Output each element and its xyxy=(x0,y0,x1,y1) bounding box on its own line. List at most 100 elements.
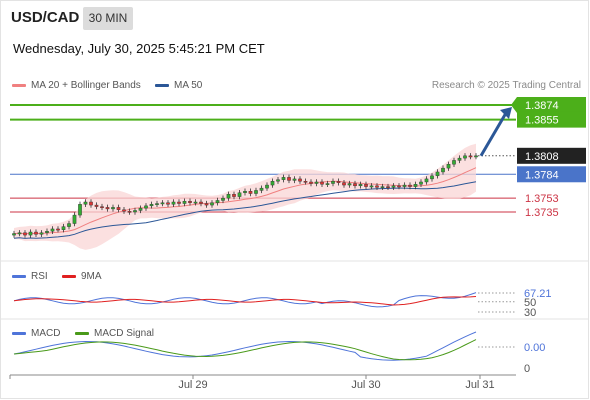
forecast-arrow-head xyxy=(500,107,512,119)
level-label-1.3753: 1.3753 xyxy=(525,193,559,205)
candle-body xyxy=(45,231,49,233)
candle-body xyxy=(419,181,423,185)
candle-body xyxy=(314,181,319,184)
candle-body xyxy=(342,182,346,186)
level-tag-1.3784 xyxy=(517,166,586,183)
candle-body xyxy=(226,194,231,199)
candle-body xyxy=(397,185,401,188)
candle-body xyxy=(171,201,176,205)
candle-body xyxy=(435,171,440,177)
candle-body xyxy=(281,177,286,180)
candle-body xyxy=(276,179,280,182)
candle-body xyxy=(265,184,269,189)
candle-body xyxy=(188,201,192,203)
macd-signal-swatch xyxy=(75,331,89,335)
candle-body xyxy=(375,185,379,188)
candle-body xyxy=(204,203,209,206)
rsi-level-label-67.21: 67.21 xyxy=(524,288,552,300)
level-tag-1.3855 xyxy=(517,111,586,128)
research-source: Research © 2025 Trading Central xyxy=(431,80,581,91)
ma20-swatch xyxy=(12,83,26,87)
last-price-label: 1.3808 xyxy=(525,151,559,163)
candle-body xyxy=(116,207,121,210)
candle-body xyxy=(89,201,93,206)
candle-body xyxy=(468,155,473,158)
candle-body xyxy=(270,181,275,186)
rsi-legend-label: RSI xyxy=(31,271,48,282)
candle-body xyxy=(39,232,44,235)
candle-body xyxy=(160,202,165,205)
ma20-legend-label: MA 20 + Bollinger Bands xyxy=(31,80,141,91)
candle-body xyxy=(259,187,264,191)
rsi-9ma-line xyxy=(13,296,477,306)
candle-body xyxy=(364,184,368,187)
candle-body xyxy=(243,191,247,193)
candle-body xyxy=(446,164,451,169)
candle-body xyxy=(199,201,203,204)
bollinger-band xyxy=(14,143,476,250)
candle-body xyxy=(287,177,291,181)
candle-body xyxy=(386,186,390,188)
candle-body xyxy=(325,183,330,185)
candle-body xyxy=(138,207,143,211)
candle-body xyxy=(61,226,66,230)
macd-legend-label: MACD xyxy=(31,328,61,339)
candle-body xyxy=(94,204,99,207)
candle-body xyxy=(463,155,467,159)
candle-body xyxy=(303,181,308,183)
candle-body xyxy=(23,232,27,236)
candle-body xyxy=(111,207,115,210)
legend-ma20-bollinger: MA 20 + Bollinger Bands xyxy=(12,80,141,91)
candle-body xyxy=(72,214,77,224)
candle-body xyxy=(430,175,434,180)
legend-macd: MACD xyxy=(12,328,60,339)
macd-level-label-0: 0.00 xyxy=(524,342,545,354)
macd-level-label-1: 0 xyxy=(524,363,530,375)
candle-body xyxy=(17,232,22,235)
candle-body xyxy=(67,223,71,227)
level-label-1.3784: 1.3784 xyxy=(525,169,559,181)
macd-swatch xyxy=(12,331,26,335)
candle-body xyxy=(254,190,258,194)
candle-body xyxy=(391,185,396,188)
forecast-arrow-shaft xyxy=(479,112,508,157)
candle-body xyxy=(474,155,478,158)
candle-body xyxy=(298,178,302,182)
rsi-9ma-swatch xyxy=(62,274,76,278)
candle-body xyxy=(369,185,374,188)
level-label-1.3735: 1.3735 xyxy=(525,207,559,219)
rsi-level-label-50: 50 xyxy=(524,297,536,309)
x-tick-label: Jul 31 xyxy=(465,379,494,391)
target-tag-notch xyxy=(511,97,517,113)
candle-body xyxy=(221,197,225,201)
candle-body xyxy=(408,184,412,187)
candle-body xyxy=(56,228,60,231)
candle-body xyxy=(100,206,104,209)
chart-datetime: Wednesday, July 30, 2025 5:45:21 PM CET xyxy=(13,41,265,56)
candle-body xyxy=(248,191,253,194)
macd-signal-line xyxy=(13,339,477,361)
candle-body xyxy=(133,210,137,213)
candle-body xyxy=(177,201,181,204)
instrument-symbol[interactable]: USD/CAD xyxy=(11,9,80,26)
candle-body xyxy=(457,157,462,161)
candle-body xyxy=(12,233,16,236)
candle-body xyxy=(210,202,214,206)
candle-body xyxy=(144,205,148,209)
legend-rsi: RSI xyxy=(12,271,48,282)
candle-body xyxy=(358,184,363,187)
candle-body xyxy=(149,204,154,207)
candle-body xyxy=(215,200,220,203)
candle-body xyxy=(309,181,313,184)
candle-body xyxy=(292,178,297,181)
timeframe-button[interactable]: 30 MIN xyxy=(83,7,133,30)
rsi-level-label-30: 30 xyxy=(524,307,536,319)
candle-body xyxy=(50,228,55,232)
candle-body xyxy=(105,207,110,210)
x-tick-label: Jul 30 xyxy=(351,379,380,391)
candle-body xyxy=(166,202,170,205)
last-price-tag xyxy=(517,147,586,164)
candle-body xyxy=(413,184,418,187)
